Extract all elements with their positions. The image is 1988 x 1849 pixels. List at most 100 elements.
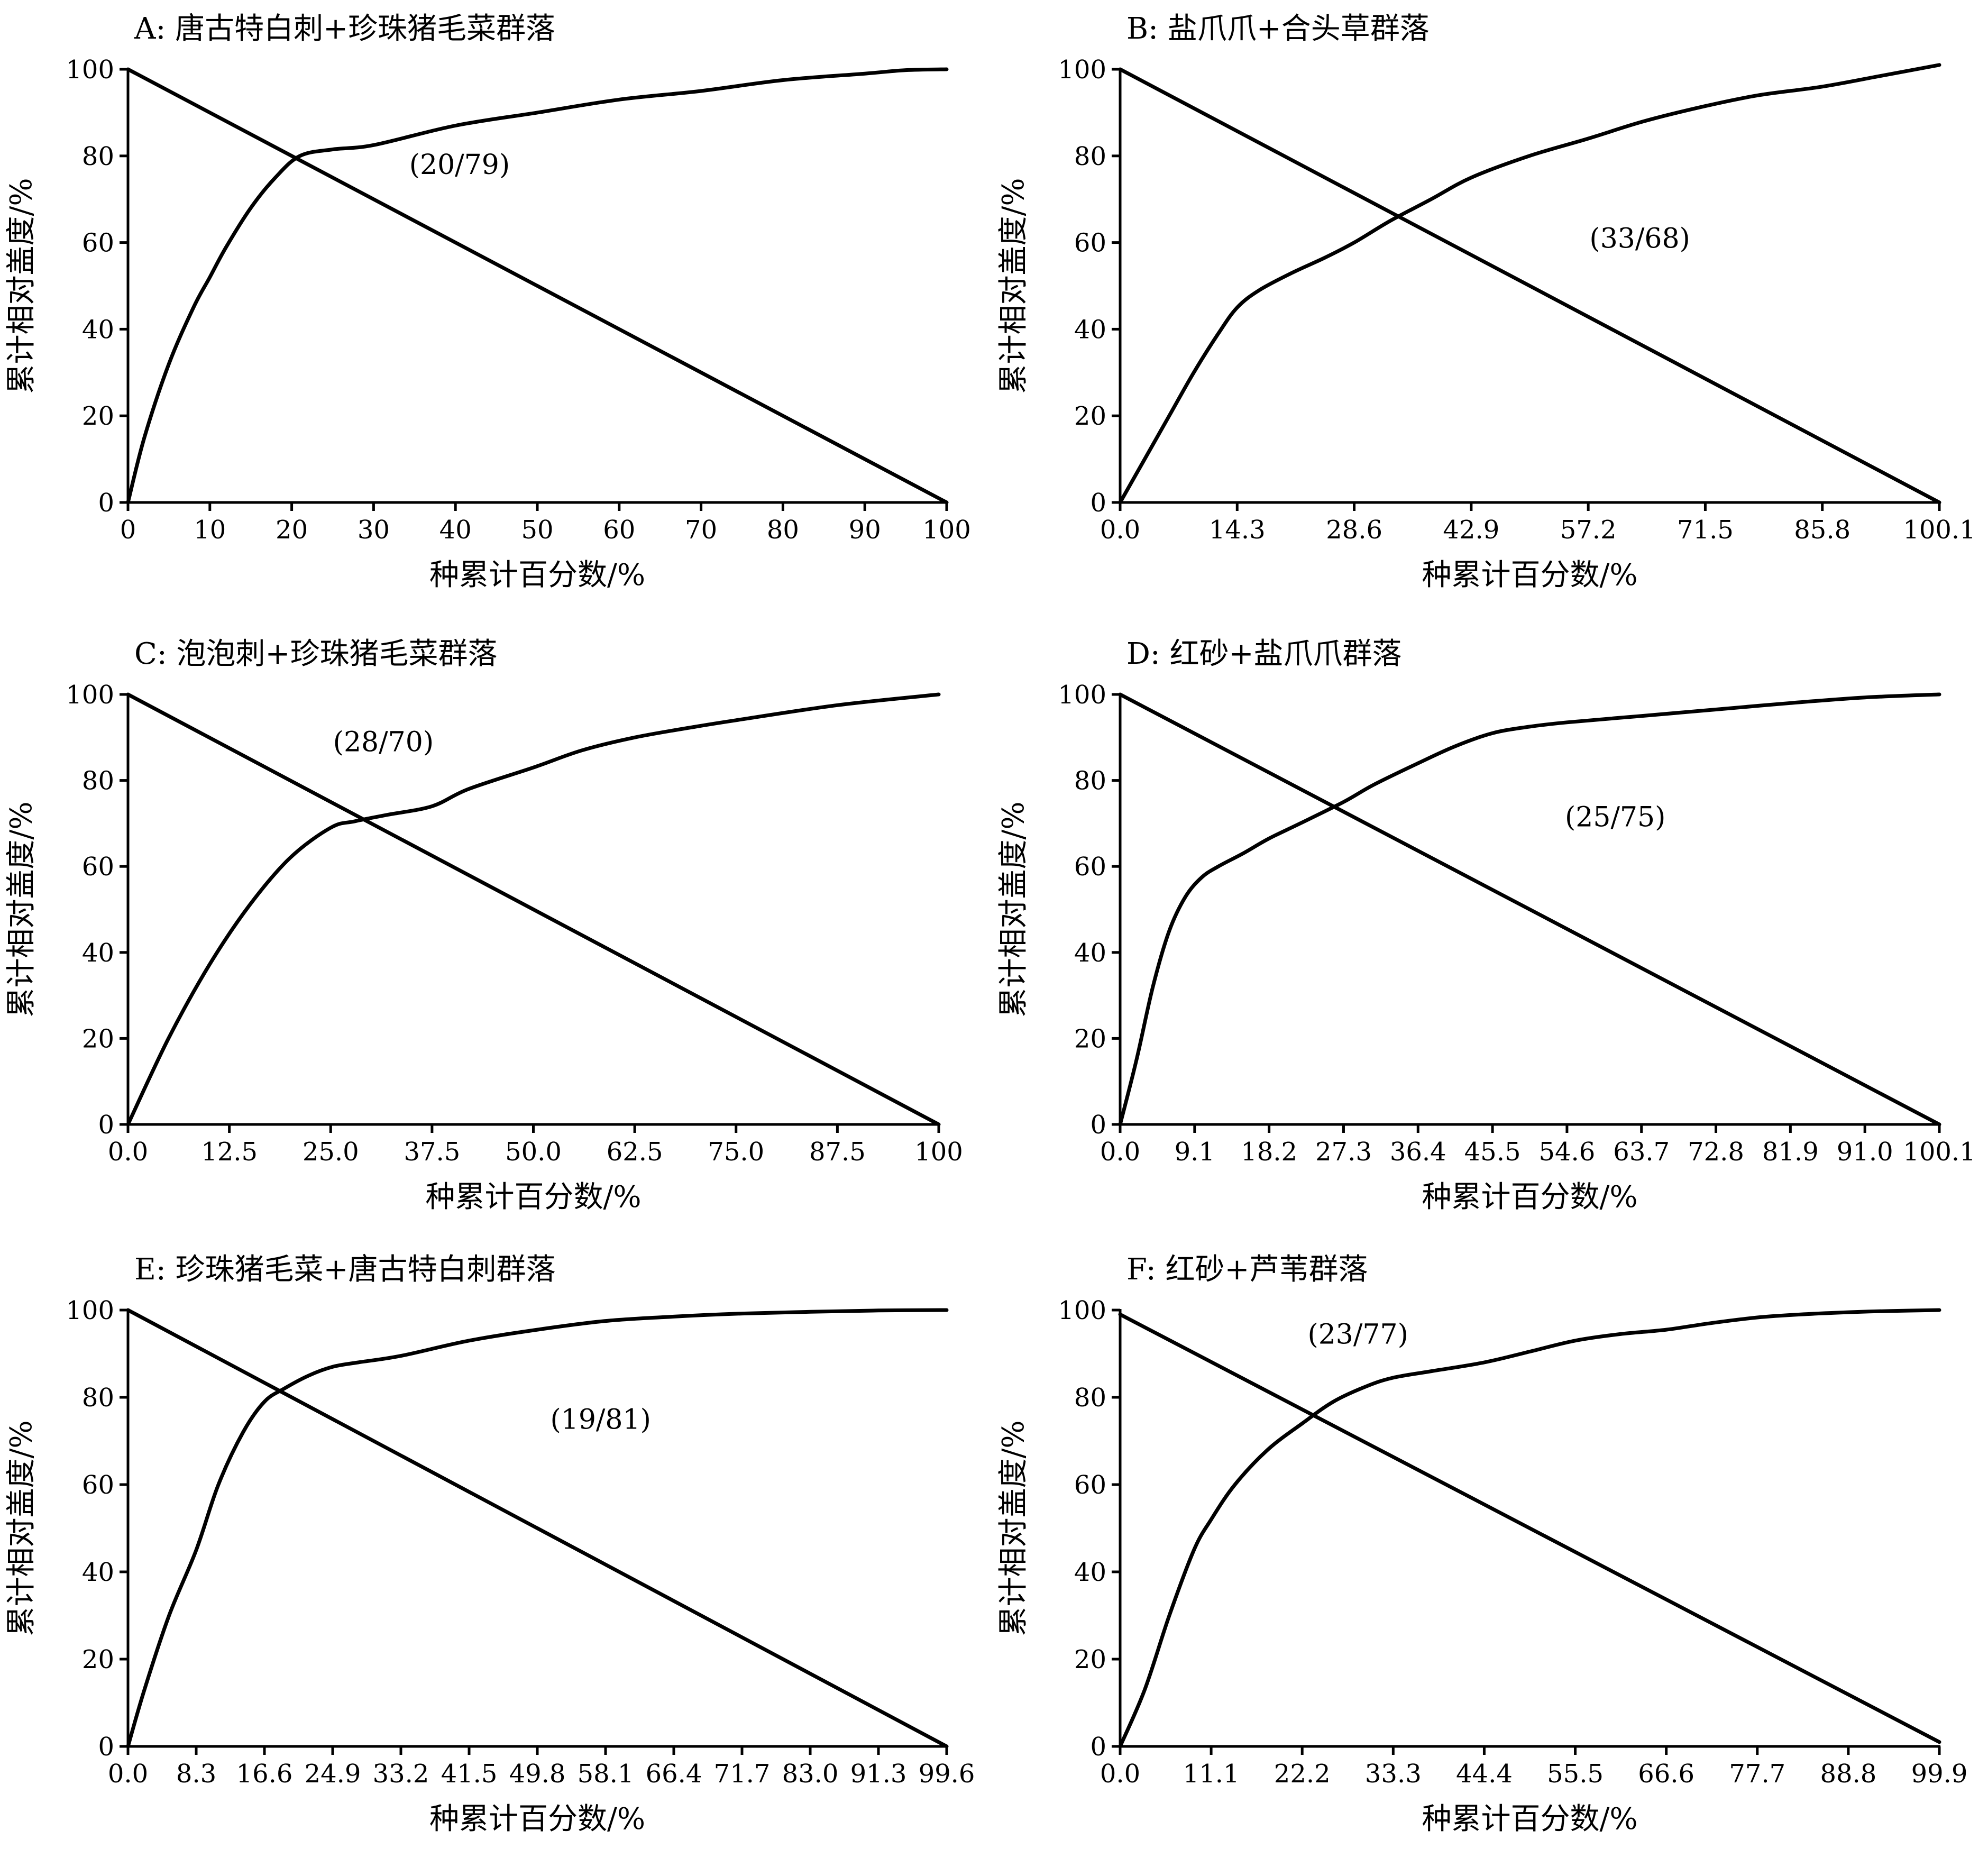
x-tick-label: 0.0 <box>1100 1137 1140 1167</box>
y-tick-label: 20 <box>82 401 114 431</box>
x-tick-label: 24.9 <box>305 1759 361 1789</box>
x-tick-label: 33.3 <box>1365 1759 1422 1789</box>
y-axis-label: 累计相对盖度/% <box>4 178 39 393</box>
x-tick-label: 40 <box>439 515 472 545</box>
x-tick-label: 77.7 <box>1729 1759 1785 1789</box>
x-tick-label: 75.0 <box>708 1137 764 1167</box>
x-tick-label: 83.0 <box>782 1759 839 1789</box>
intersection-annotation: (23/77) <box>1307 1319 1408 1350</box>
intersection-annotation: (19/81) <box>550 1404 651 1435</box>
y-tick-label: 100 <box>66 680 114 710</box>
y-tick-label: 40 <box>82 1558 114 1587</box>
cumulative-curve <box>126 67 949 505</box>
panel-title: B: 盐爪爪+合头草群落 <box>1126 12 1430 46</box>
x-tick-label: 36.4 <box>1390 1137 1446 1167</box>
chart-panel: D: 红砂+盐爪爪群落 0 20 40 60 80 100 0.0 9.1 18.2 27.3 36.… <box>996 637 1976 1214</box>
x-tick-label: 27.3 <box>1315 1137 1372 1167</box>
x-tick-label: 9.1 <box>1175 1137 1215 1167</box>
x-tick-label: 8.3 <box>176 1759 216 1789</box>
x-tick-label: 62.5 <box>607 1137 663 1167</box>
y-tick-label: 0 <box>1090 1732 1106 1762</box>
x-tick-label: 0 <box>120 515 136 545</box>
x-tick-label: 25.0 <box>303 1137 359 1167</box>
x-tick-label: 44.4 <box>1456 1759 1513 1789</box>
intersection-annotation: (20/79) <box>409 149 510 181</box>
x-tick-label: 33.2 <box>373 1759 429 1789</box>
x-tick-label: 49.8 <box>509 1759 566 1789</box>
x-tick-label: 14.3 <box>1209 515 1266 545</box>
y-tick-label: 0 <box>1090 1110 1106 1140</box>
x-tick-label: 71.5 <box>1677 515 1734 545</box>
x-tick-label: 100.1 <box>1903 515 1975 545</box>
y-tick-label: 60 <box>82 852 114 882</box>
x-tick-label: 71.7 <box>714 1759 771 1789</box>
y-tick-label: 40 <box>1074 315 1106 344</box>
x-tick-label: 91.3 <box>850 1759 907 1789</box>
x-tick-label: 100 <box>922 515 971 545</box>
y-axis-label: 累计相对盖度/% <box>4 801 39 1017</box>
x-tick-label: 99.6 <box>919 1759 975 1789</box>
y-axis-label: 累计相对盖度/% <box>996 801 1031 1017</box>
chart-panel: F: 红砂+芦苇群落 0 20 40 60 80 100 0.0 11.1 22.2 33.3 44.… <box>996 1252 1967 1836</box>
diagonal-line <box>126 1308 949 1749</box>
x-axis-label: 种累计百分数/% <box>429 558 645 592</box>
cumulative-curve <box>1118 63 1941 505</box>
diagonal-line <box>1118 67 1941 505</box>
y-axis-label: 累计相对盖度/% <box>996 178 1031 393</box>
y-tick-label: 20 <box>1074 401 1106 431</box>
x-tick-label: 18.2 <box>1241 1137 1297 1167</box>
cumulative-curve <box>1118 692 1941 1127</box>
x-axis-label: 种累计百分数/% <box>1422 558 1637 592</box>
y-tick-label: 40 <box>1074 1558 1106 1587</box>
y-axis-label: 累计相对盖度/% <box>996 1420 1031 1636</box>
x-tick-label: 10 <box>194 515 226 545</box>
x-tick-label: 37.5 <box>404 1137 460 1167</box>
y-tick-label: 100 <box>66 1296 114 1325</box>
x-tick-label: 50.0 <box>505 1137 562 1167</box>
y-tick-label: 100 <box>1058 680 1106 710</box>
x-tick-label: 41.5 <box>441 1759 498 1789</box>
x-tick-label: 63.7 <box>1613 1137 1670 1167</box>
x-tick-label: 28.6 <box>1326 515 1382 545</box>
chart-panel: B: 盐爪爪+合头草群落 0 20 40 60 80 100 0.0 14.3 28.6 42.9 5… <box>996 12 1976 592</box>
diagonal-line <box>1118 692 1941 1127</box>
y-tick-label: 40 <box>1074 938 1106 968</box>
x-tick-label: 100 <box>914 1137 963 1167</box>
y-tick-label: 60 <box>1074 228 1106 258</box>
x-tick-label: 58.1 <box>578 1759 634 1789</box>
x-tick-label: 12.5 <box>201 1137 258 1167</box>
x-tick-label: 70 <box>685 515 717 545</box>
x-tick-label: 11.1 <box>1183 1759 1240 1789</box>
x-tick-label: 0.0 <box>1100 1759 1140 1789</box>
x-axis-label: 种累计百分数/% <box>425 1180 641 1214</box>
y-tick-label: 60 <box>82 228 114 258</box>
intersection-annotation: (25/75) <box>1565 802 1665 834</box>
x-tick-label: 88.8 <box>1820 1759 1876 1789</box>
y-tick-label: 0 <box>98 488 114 518</box>
y-tick-label: 100 <box>66 55 114 85</box>
y-tick-label: 100 <box>1058 1296 1106 1325</box>
y-tick-label: 0 <box>1090 488 1106 518</box>
x-tick-label: 0.0 <box>108 1759 148 1789</box>
y-tick-label: 40 <box>82 315 114 344</box>
y-tick-label: 60 <box>1074 852 1106 882</box>
diagonal-line <box>126 692 941 1127</box>
cumulative-curve <box>126 692 941 1127</box>
y-tick-label: 80 <box>82 1383 114 1413</box>
x-tick-label: 100.1 <box>1903 1137 1975 1167</box>
chart-panel: E: 珍珠猪毛菜+唐古特白刺群落 0 20 40 60 80 100 0.0 8.3 16.6 24… <box>4 1252 975 1836</box>
x-tick-label: 50 <box>521 515 553 545</box>
y-tick-label: 80 <box>82 142 114 171</box>
cumulative-curve <box>1118 1308 1941 1749</box>
x-tick-label: 22.2 <box>1274 1759 1331 1789</box>
x-tick-label: 81.9 <box>1762 1137 1819 1167</box>
diagonal-line <box>126 67 949 505</box>
y-tick-label: 80 <box>82 766 114 796</box>
x-tick-label: 57.2 <box>1560 515 1617 545</box>
x-tick-label: 66.6 <box>1638 1759 1694 1789</box>
y-tick-label: 80 <box>1074 142 1106 171</box>
x-tick-label: 60 <box>603 515 635 545</box>
y-tick-label: 60 <box>1074 1470 1106 1500</box>
x-tick-label: 42.9 <box>1443 515 1499 545</box>
panel-title: A: 唐古特白刺+珍珠猪毛菜群落 <box>134 12 555 46</box>
